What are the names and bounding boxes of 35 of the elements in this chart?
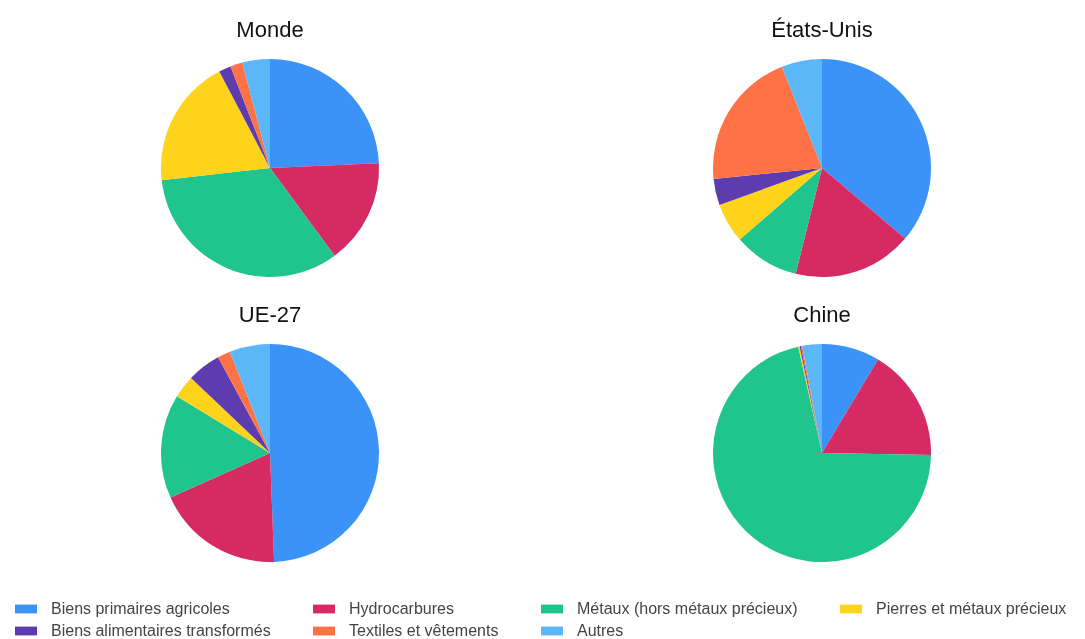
- pie-slice: [229, 344, 270, 453]
- pie-slice: [719, 168, 822, 240]
- pie-slice: [161, 396, 270, 498]
- pie-slice: [161, 71, 270, 181]
- pie-slice: [822, 59, 931, 239]
- legend-label: Pierres et métaux précieux: [876, 600, 1067, 617]
- chart-title: Chine: [793, 302, 851, 327]
- pie-slice: [170, 453, 275, 562]
- pie-slice: [161, 168, 335, 277]
- chart-title: États-Unis: [771, 17, 873, 42]
- pie-slice: [219, 66, 270, 168]
- pie-slice: [270, 344, 379, 562]
- pie-slice: [713, 346, 931, 562]
- chart-title: UE-27: [238, 302, 302, 327]
- pie-slice: [230, 62, 270, 168]
- pie-slice: [822, 359, 931, 456]
- pie-slice: [191, 357, 270, 453]
- legend-label: Biens primaires agricoles: [51, 600, 230, 617]
- legend-label: Hydrocarbures: [349, 600, 454, 617]
- chart-title: Monde: [236, 17, 304, 42]
- pie-slice: [270, 163, 379, 256]
- pie-slice: [822, 344, 879, 453]
- pie-slice: [781, 59, 822, 168]
- pie-slice: [739, 168, 822, 274]
- pie-slice: [795, 168, 906, 277]
- pie-slice: [176, 377, 270, 453]
- pie-slice: [218, 351, 270, 453]
- pie-slice: [713, 66, 822, 179]
- legend-label: Autres: [577, 622, 624, 639]
- pie-slice: [713, 168, 822, 205]
- legend-label: Textiles et vêtements: [349, 622, 499, 639]
- legend-label: Biens alimentaires transformés: [51, 622, 271, 639]
- pie-slice: [270, 59, 379, 168]
- legend-label: Métaux (hors métaux précieux): [577, 600, 798, 617]
- pie-slice: [242, 59, 270, 168]
